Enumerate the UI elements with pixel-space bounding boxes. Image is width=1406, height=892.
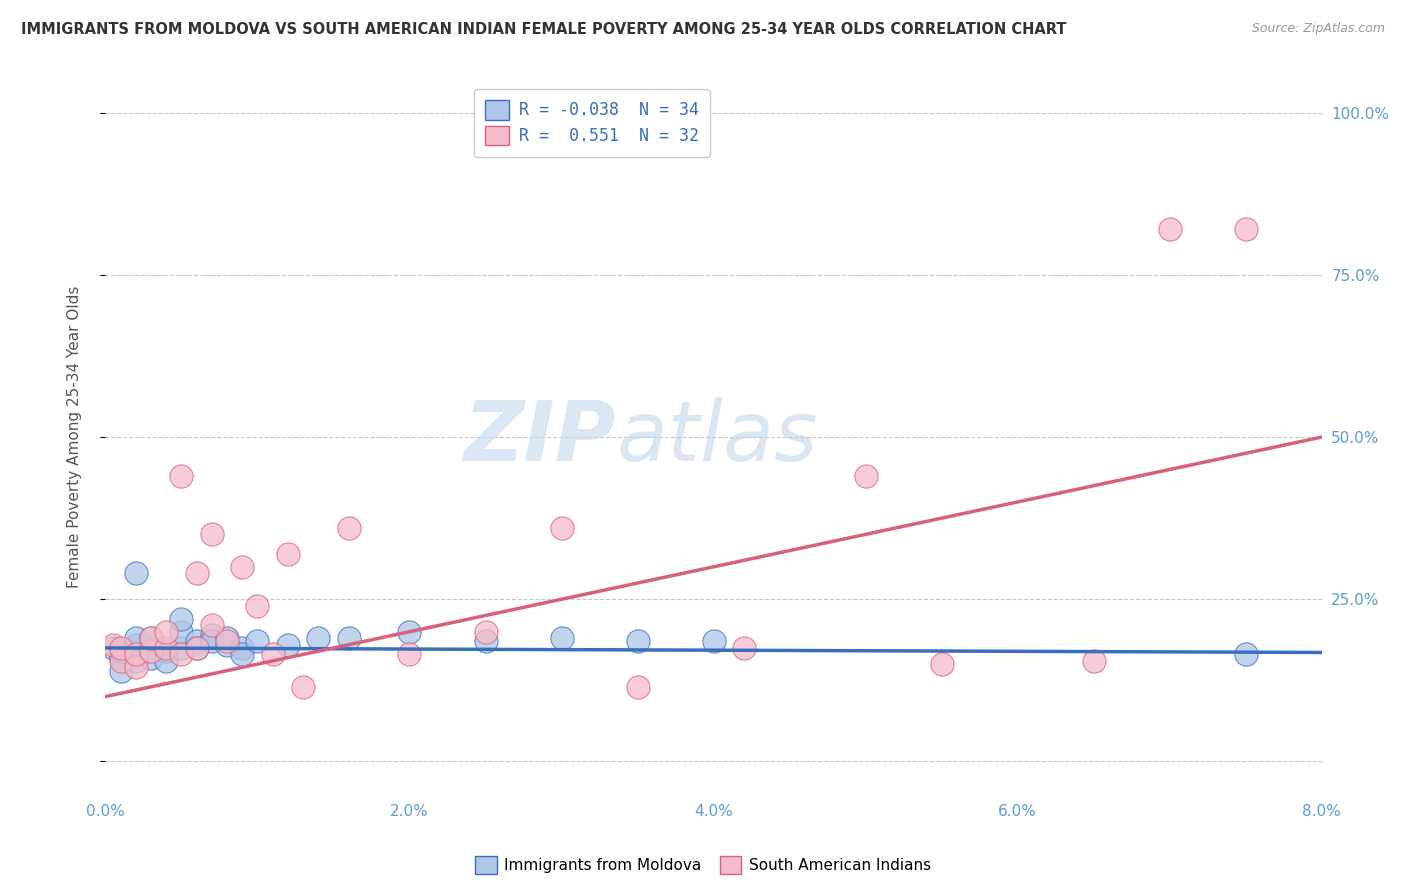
Legend: Immigrants from Moldova, South American Indians: Immigrants from Moldova, South American …	[470, 850, 936, 880]
Point	[186, 634, 208, 648]
Point	[125, 648, 148, 662]
Text: atlas: atlas	[616, 397, 818, 477]
Legend: R = -0.038  N = 34, R =  0.551  N = 32: R = -0.038 N = 34, R = 0.551 N = 32	[474, 88, 710, 157]
Point	[101, 640, 124, 655]
Point	[1083, 654, 1105, 668]
Point	[125, 638, 148, 652]
Point	[246, 599, 269, 613]
Point	[139, 640, 162, 655]
Point	[125, 660, 148, 674]
Point	[733, 640, 755, 655]
Point	[186, 640, 208, 655]
Point	[231, 640, 253, 655]
Point	[139, 644, 162, 658]
Point	[931, 657, 953, 672]
Point	[1159, 222, 1181, 236]
Point	[186, 640, 208, 655]
Point	[262, 648, 284, 662]
Point	[307, 631, 329, 645]
Point	[125, 566, 148, 581]
Point	[246, 634, 269, 648]
Y-axis label: Female Poverty Among 25-34 Year Olds: Female Poverty Among 25-34 Year Olds	[67, 286, 82, 588]
Point	[231, 648, 253, 662]
Point	[170, 648, 193, 662]
Point	[398, 648, 420, 662]
Point	[125, 654, 148, 668]
Point	[474, 624, 496, 639]
Point	[550, 521, 572, 535]
Point	[292, 680, 315, 694]
Point	[201, 634, 224, 648]
Point	[110, 650, 132, 665]
Point	[217, 634, 239, 648]
Point	[277, 638, 299, 652]
Point	[101, 638, 124, 652]
Point	[201, 628, 224, 642]
Text: IMMIGRANTS FROM MOLDOVA VS SOUTH AMERICAN INDIAN FEMALE POVERTY AMONG 25-34 YEAR: IMMIGRANTS FROM MOLDOVA VS SOUTH AMERICA…	[21, 22, 1067, 37]
Point	[155, 654, 177, 668]
Point	[337, 521, 360, 535]
Point	[186, 566, 208, 581]
Point	[170, 640, 193, 655]
Point	[1234, 648, 1257, 662]
Point	[626, 634, 648, 648]
Point	[110, 640, 132, 655]
Point	[277, 547, 299, 561]
Point	[110, 644, 132, 658]
Point	[231, 559, 253, 574]
Point	[155, 640, 177, 655]
Point	[550, 631, 572, 645]
Point	[139, 631, 162, 645]
Text: Source: ZipAtlas.com: Source: ZipAtlas.com	[1251, 22, 1385, 36]
Point	[201, 527, 224, 541]
Point	[702, 634, 725, 648]
Point	[217, 631, 239, 645]
Point	[474, 634, 496, 648]
Point	[155, 624, 177, 639]
Point	[170, 469, 193, 483]
Point	[1234, 222, 1257, 236]
Point	[155, 644, 177, 658]
Point	[217, 638, 239, 652]
Point	[110, 664, 132, 678]
Point	[201, 618, 224, 632]
Point	[110, 654, 132, 668]
Point	[170, 612, 193, 626]
Text: ZIP: ZIP	[464, 397, 616, 477]
Point	[337, 631, 360, 645]
Point	[398, 624, 420, 639]
Point	[855, 469, 877, 483]
Point	[139, 631, 162, 645]
Point	[139, 650, 162, 665]
Point	[125, 631, 148, 645]
Point	[170, 624, 193, 639]
Point	[626, 680, 648, 694]
